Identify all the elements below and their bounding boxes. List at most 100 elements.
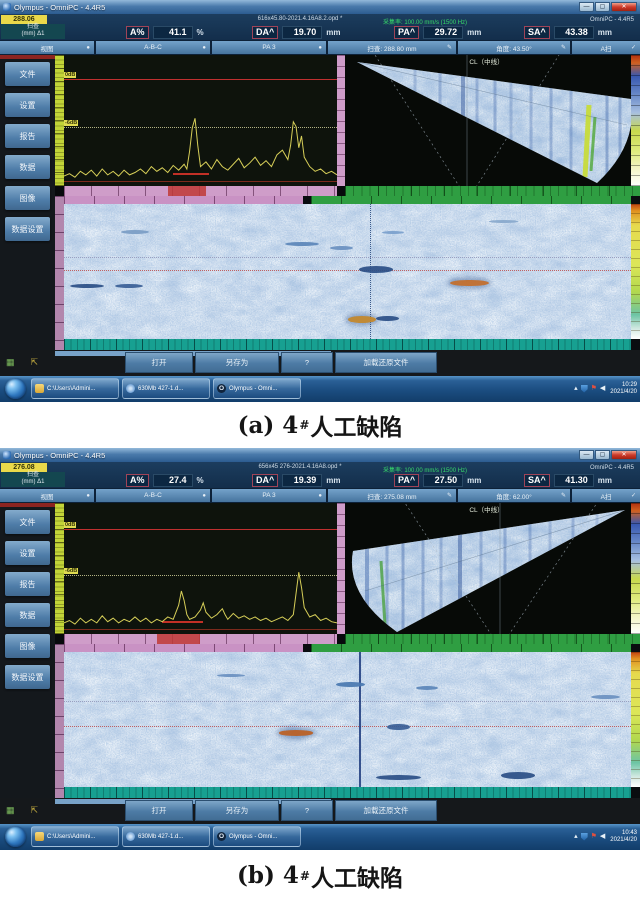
reading-unit: % (196, 28, 204, 37)
gate-range-marker (167, 186, 206, 196)
sidebar-item-settings[interactable]: 设置 (5, 541, 50, 565)
tab-label: A-B-C (144, 44, 162, 51)
horizontal-scrollbar[interactable] (55, 799, 331, 804)
title-bar: Olympus - OmniPC - 4.4R5 — ▢ ✕ (0, 0, 640, 14)
cscan-top-ruler-right (311, 644, 631, 652)
taskbar-clock[interactable]: 10:43 2021/4/20 (610, 830, 637, 844)
security-shield-icon[interactable] (580, 384, 588, 393)
caption-text: 人工缺陷 (310, 864, 403, 892)
reading-sa: SA^ 43.38 mm (524, 26, 612, 39)
sidebar-item-settings[interactable]: 设置 (5, 93, 50, 117)
sidebar-item-image[interactable]: 图像 (5, 186, 50, 210)
horizontal-scrollbar[interactable] (55, 351, 331, 356)
defect-indication (330, 245, 354, 250)
tab-ascan[interactable]: A扫 ✓ (572, 41, 640, 54)
taskbar-clock[interactable]: 10:29 2021/4/20 (610, 382, 637, 396)
help-button[interactable]: ? (281, 352, 333, 373)
sidebar-item-file[interactable]: 文件 (5, 510, 50, 534)
action-center-flag-icon[interactable]: ⚑ (590, 833, 597, 840)
sidebar-item-data-setup[interactable]: 数据设置 (5, 217, 50, 241)
reading-label: SA^ (524, 474, 550, 487)
open-button[interactable]: 打开 (125, 352, 193, 373)
ascan-waveform (64, 503, 337, 634)
taskbar-item-explorer[interactable]: C:\Users\Admini... (31, 378, 119, 399)
defect-indication (375, 316, 399, 322)
scan-axis-label: 扫查 (26, 472, 39, 478)
reading-unit: mm (467, 28, 482, 37)
open-button[interactable]: 打开 (125, 800, 193, 821)
tab-ascan[interactable]: A扫 ✓ (572, 489, 640, 502)
tab-group-pa3[interactable]: PA 3 ● (212, 41, 326, 54)
taskbar-item-omnipc[interactable]: Olympus - Omni... (213, 826, 301, 847)
maximize-button[interactable]: ▢ (595, 450, 610, 460)
window-controls: — ▢ ✕ (579, 2, 637, 12)
defect-indication (387, 723, 410, 731)
taskbar-item-file[interactable]: 630Mb 427-1.d... (122, 826, 210, 847)
ascan-plot[interactable]: 0dB -6dB (64, 503, 337, 634)
defect-indication (336, 681, 365, 688)
tab-abc-view[interactable]: A-B-C ● (96, 489, 210, 502)
sidebar-menu: 文件 设置 报告 数据 图像 数据设置 (0, 55, 55, 350)
tab-group-pa3[interactable]: PA 3 ● (212, 489, 326, 502)
minimize-button[interactable]: — (579, 2, 594, 12)
reading-unit: % (196, 476, 204, 485)
pencil-icon: ✎ (446, 493, 452, 499)
save-as-button[interactable]: 另存为 (195, 352, 279, 373)
security-shield-icon[interactable] (580, 832, 588, 841)
sscan-view[interactable]: CL（中线） (345, 55, 640, 196)
cscan-top-ruler-left (64, 644, 303, 652)
taskbar-item-file[interactable]: 630Mb 427-1.d... (122, 378, 210, 399)
help-button[interactable]: ? (281, 800, 333, 821)
taskbar-item-omnipc[interactable]: Olympus - Omni... (213, 378, 301, 399)
tab-scan-position[interactable]: 扫查: 275.08 mm ✎ (328, 489, 456, 502)
start-button[interactable] (5, 378, 26, 399)
tab-abc-view[interactable]: A-B-C ● (96, 41, 210, 54)
tab-label: 角度: 43.50° (496, 45, 532, 53)
gate-line-mid (64, 575, 337, 577)
start-button[interactable] (5, 826, 26, 847)
scan-cursor[interactable] (358, 652, 361, 787)
load-restore-file-button[interactable]: 加载还原文件 (335, 800, 437, 821)
tab-angle[interactable]: 角度: 62.00° ✎ (458, 489, 570, 502)
speckle-texture (64, 204, 631, 339)
minimize-button[interactable]: — (579, 450, 594, 460)
sidebar-item-report[interactable]: 报告 (5, 124, 50, 148)
reading-value: 43.38 (553, 26, 594, 39)
sidebar-item-image[interactable]: 图像 (5, 634, 50, 658)
sidebar-item-data[interactable]: 数据 (5, 155, 50, 179)
cscan-image[interactable] (64, 652, 631, 787)
sscan-view[interactable]: CL（中线） (345, 503, 640, 644)
save-as-button[interactable]: 另存为 (195, 800, 279, 821)
close-button[interactable]: ✕ (611, 2, 637, 12)
action-center-flag-icon[interactable]: ⚑ (590, 385, 597, 392)
volume-icon[interactable]: ◀ (599, 833, 606, 840)
sidebar-item-file[interactable]: 文件 (5, 62, 50, 86)
footer-bar: ▦ ⇱ 打开 另存为 ? 加载还原文件 (0, 798, 640, 824)
tab-scan-position[interactable]: 扫查: 288.80 mm ✎ (328, 41, 456, 54)
load-restore-file-button[interactable]: 加载还原文件 (335, 352, 437, 373)
tab-angle[interactable]: 角度: 43.50° ✎ (458, 41, 570, 54)
view-tab-row: 视图 ● A-B-C ● PA 3 ● 扫查: 275.08 mm ✎ 角度: 62.0… (0, 488, 640, 503)
pencil-icon: ✎ (560, 45, 566, 51)
volume-icon[interactable]: ◀ (599, 385, 606, 392)
reading-sa: SA^ 41.30 mm (524, 474, 612, 487)
taskbar-item-explorer[interactable]: C:\Users\Admini... (31, 826, 119, 847)
system-tray: ▴ ⚑ ◀ 10:43 2021/4/20 (574, 826, 637, 847)
hidden-icons-arrow[interactable]: ▴ (574, 833, 578, 840)
ascan-plot[interactable]: 0dB -6dB (64, 55, 337, 186)
app-icon (126, 384, 135, 393)
maximize-button[interactable]: ▢ (595, 2, 610, 12)
sidebar-item-data[interactable]: 数据 (5, 603, 50, 627)
hidden-icons-arrow[interactable]: ▴ (574, 385, 578, 392)
sidebar-item-data-setup[interactable]: 数据设置 (5, 665, 50, 689)
caption-prefix: (a) 4 (237, 411, 299, 439)
gate-reference-line (64, 270, 631, 272)
sidebar-item-report[interactable]: 报告 (5, 572, 50, 596)
cursor-status-icon: ⇱ (30, 357, 39, 367)
tab-layout[interactable]: 视图 ● (0, 41, 94, 54)
tab-layout[interactable]: 视图 ● (0, 489, 94, 502)
cscan-image[interactable] (64, 204, 631, 339)
close-button[interactable]: ✕ (611, 450, 637, 460)
defect-indication (375, 774, 422, 781)
cscan-left-ruler (55, 644, 64, 798)
